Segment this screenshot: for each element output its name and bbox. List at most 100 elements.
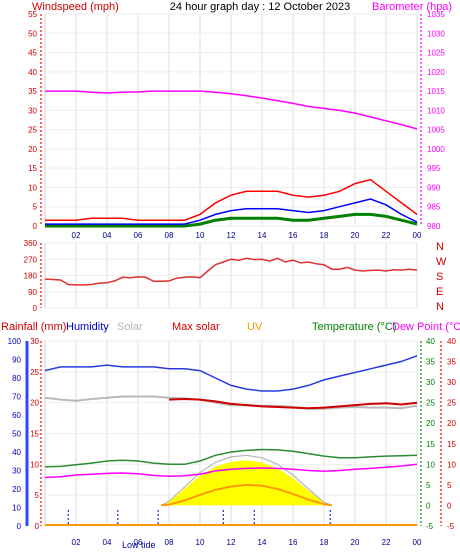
windspeed-tick-label: 10 [28, 183, 37, 192]
time-tick-label: 16 [289, 231, 298, 240]
barometer-tick-label: 1030 [427, 29, 445, 38]
legend-temperature: Temperature (°C) [312, 321, 396, 333]
time-tick-label: 04 [103, 231, 112, 240]
rainfall-tick-label: 5 [35, 491, 40, 500]
time-tick-label: 02 [72, 231, 81, 240]
low-wind-line [45, 212, 418, 228]
time-tick-label: 02 [72, 538, 81, 547]
time-tick-label: 04 [103, 538, 112, 547]
dew-point-line [44, 463, 418, 479]
humidity-tick-label: 40 [12, 448, 21, 457]
max-solar-line [168, 397, 418, 410]
temperature-tick-label: 25 [426, 399, 435, 408]
barometer-tick-label: 1005 [427, 126, 445, 135]
windspeed-tick-label: 5 [33, 203, 38, 212]
rainfall-tick-label: 25 [30, 368, 39, 377]
time-tick-label: 08 [165, 231, 174, 240]
time-tick-label: 22 [382, 231, 391, 240]
windspeed-tick-label: 20 [28, 145, 37, 154]
legend-humidity: Humidity [66, 321, 109, 333]
dew-point-tick-label: 25 [447, 399, 456, 408]
time-tick-label: 06 [134, 538, 143, 547]
windspeed-tick-label: 25 [28, 126, 37, 135]
solar-line [44, 395, 418, 410]
compass-label: W [436, 256, 447, 268]
time-tick-label: 10 [196, 231, 205, 240]
climate-series [44, 355, 418, 526]
barometer-tick-label: 1015 [427, 87, 445, 96]
legend-solar: Solar [117, 321, 143, 333]
solar-series [45, 454, 417, 526]
dew-point-tick-label: 20 [447, 419, 456, 428]
humidity-tick-label: 30 [12, 467, 21, 476]
time-tick-label: 14 [258, 231, 267, 240]
humidity-line [44, 355, 418, 392]
barometer-tick-label: 1035 [427, 10, 445, 19]
barometer-line [45, 90, 418, 130]
windspeed-tick-label: 50 [28, 29, 37, 38]
windspeed-tick-label: 15 [28, 164, 37, 173]
humidity-tick-label: 60 [12, 411, 21, 420]
direction-tick-label: 90 [28, 288, 37, 297]
rainfall-tick-label: 20 [30, 399, 39, 408]
time-tick-label: 00 [413, 231, 422, 240]
dew-point-tick-label: -5 [447, 522, 455, 531]
temperature-tick-label: 30 [426, 378, 435, 387]
wind-panel-grid [45, 13, 418, 227]
uv-line [161, 483, 332, 507]
windspeed-tick-label: 0 [33, 222, 38, 231]
time-tick-label: 12 [227, 231, 236, 240]
temperature-tick-label: 40 [426, 337, 435, 346]
time-tick-label: 20 [351, 538, 360, 547]
legend-rainfall: Rainfall (mm) [1, 321, 66, 333]
dew-point-tick-label: 40 [447, 337, 456, 346]
time-tick-label: 06 [134, 231, 143, 240]
compass-label: N [436, 241, 444, 253]
temperature-tick-label: 15 [426, 440, 435, 449]
rainfall-tick-label: 10 [30, 460, 39, 469]
dew-point-tick-label: 30 [447, 378, 456, 387]
direction-tick-label: 270 [24, 255, 38, 264]
graph-title: 24 hour graph day : 12 October 2023 [170, 1, 350, 13]
wind-series [45, 90, 418, 228]
temperature-line [44, 448, 418, 468]
direction-tick-label: 0 [33, 304, 38, 313]
rainfall-tick-label: 15 [30, 430, 39, 439]
climate-axes: 0102030405060708090100051015202530-50510… [8, 337, 457, 531]
time-tick-label: 08 [165, 538, 174, 547]
direction-panel-grid [45, 242, 418, 309]
barometer-tick-label: 995 [427, 164, 441, 173]
time-tick-label: 18 [320, 231, 329, 240]
humidity-tick-label: 0 [17, 522, 22, 531]
dew-point-tick-label: 10 [447, 460, 456, 469]
legend-max-solar: Max solar [172, 321, 220, 333]
direction-axis: 0 90 180 270 360 [24, 239, 42, 313]
direction-line [44, 257, 418, 286]
direction-series [44, 257, 418, 286]
climate-x-axis: 02 04 06 08 10 12 14 16 18 20 22 00 [72, 538, 422, 547]
temperature-tick-label: -5 [426, 522, 434, 531]
windspeed-tick-label: 55 [28, 10, 37, 19]
windspeed-tick-label: 45 [28, 49, 37, 58]
barometer-tick-label: 985 [427, 203, 441, 212]
time-tick-label: 00 [413, 538, 422, 547]
barometer-tick-label: 990 [427, 183, 441, 192]
windspeed-tick-label: 35 [28, 87, 37, 96]
time-tick-label: 14 [258, 538, 267, 547]
temperature-tick-label: 5 [426, 481, 431, 490]
temperature-tick-label: 35 [426, 358, 435, 367]
temperature-tick-label: 0 [426, 501, 431, 510]
dew-point-tick-label: 0 [447, 501, 452, 510]
low-tide-label: Low tide [122, 540, 156, 550]
barometer-tick-label: 1000 [427, 145, 445, 154]
dew-point-tick-label: 15 [447, 440, 456, 449]
windspeed-tick-label: 30 [28, 106, 37, 115]
legend-dew-point: Dew Point (°C) [392, 321, 460, 333]
time-tick-label: 22 [382, 538, 391, 547]
rainfall-tick-label: 30 [30, 337, 39, 346]
compass-label: E [436, 286, 443, 298]
windspeed-tick-label: 40 [28, 68, 37, 77]
humidity-tick-label: 50 [12, 430, 21, 439]
